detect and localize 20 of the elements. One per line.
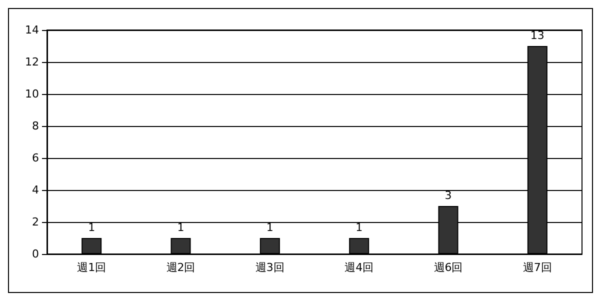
x-tick-label: 週1回 — [77, 261, 106, 274]
y-tick-label: 4 — [32, 184, 39, 196]
y-tick-label: 14 — [25, 24, 39, 36]
y-tick-label: 10 — [25, 88, 39, 100]
x-tick-label: 週4回 — [344, 261, 374, 274]
x-tick-label: 週7回 — [522, 261, 552, 274]
data-label: 13 — [530, 29, 544, 42]
y-tick-label: 2 — [32, 216, 39, 228]
y-tick-label: 8 — [32, 120, 39, 132]
data-label: 1 — [356, 221, 363, 234]
y-tick-label: 0 — [32, 248, 39, 260]
x-tick-label: 週2回 — [166, 261, 196, 274]
data-label: 1 — [177, 221, 184, 234]
data-label: 3 — [444, 189, 452, 202]
x-tick-label: 週6回 — [434, 261, 463, 274]
y-tick-label: 12 — [25, 56, 39, 68]
data-label: 1 — [88, 221, 96, 234]
x-tick-label: 週3回 — [255, 261, 284, 274]
y-tick-label: 6 — [32, 152, 39, 164]
data-label: 1 — [266, 221, 274, 234]
